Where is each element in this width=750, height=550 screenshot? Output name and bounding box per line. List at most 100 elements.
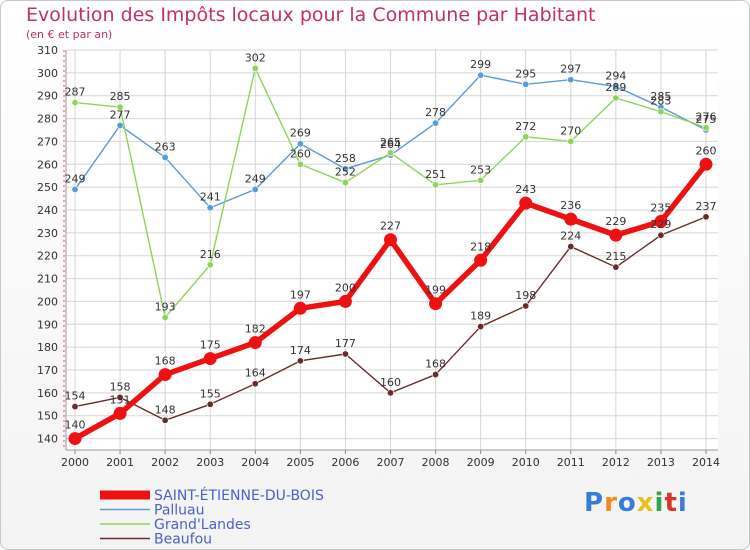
legend-label: Grand'Landes (154, 517, 251, 533)
point-saint-tienne-du-bois (113, 406, 127, 420)
data-label-grand-landes: 193 (155, 300, 176, 313)
data-label-grand-landes: 289 (605, 81, 626, 94)
point-saint-tienne-du-bois (564, 212, 578, 226)
point-beaufou (71, 403, 79, 411)
data-label-palluau: 294 (605, 70, 626, 83)
data-label-palluau: 264 (380, 138, 401, 151)
chart-subtitle: (en € et par an) (26, 28, 113, 41)
plot-area (66, 50, 718, 450)
y-tick-label: 160 (37, 387, 58, 400)
data-label-saint-tienne-du-bois: 218 (470, 240, 491, 253)
data-label-palluau: 295 (515, 67, 536, 80)
y-tick-label: 180 (37, 341, 58, 354)
logo-letter: i (677, 488, 688, 518)
point-saint-tienne-du-bois (384, 233, 397, 247)
point-saint-tienne-du-bois (429, 297, 443, 311)
point-grand-landes (477, 176, 485, 184)
point-beaufou (296, 357, 304, 365)
point-beaufou (386, 389, 394, 397)
point-grand-landes (251, 64, 259, 72)
data-label-beaufou: 158 (110, 380, 131, 393)
data-label-saint-tienne-du-bois: 182 (245, 323, 266, 336)
x-tick-label: 2005 (286, 456, 314, 469)
x-tick-label: 2000 (61, 456, 89, 469)
y-tick-label: 260 (37, 158, 58, 171)
data-label-saint-tienne-du-bois: 243 (515, 183, 536, 196)
point-saint-tienne-du-bois (248, 336, 262, 350)
point-palluau (296, 140, 304, 148)
point-beaufou (161, 416, 169, 424)
data-label-saint-tienne-du-bois: 168 (155, 355, 176, 368)
data-label-palluau: 269 (290, 127, 311, 140)
point-grand-landes (206, 261, 214, 269)
point-grand-landes (71, 99, 79, 107)
data-label-beaufou: 198 (515, 289, 536, 302)
point-beaufou (657, 231, 665, 239)
data-label-grand-landes: 270 (560, 124, 581, 137)
data-label-grand-landes: 253 (470, 163, 491, 176)
data-label-beaufou: 224 (560, 230, 581, 243)
point-saint-tienne-du-bois (519, 196, 533, 210)
data-label-beaufou: 155 (200, 387, 221, 400)
data-label-saint-tienne-du-bois: 197 (290, 288, 311, 301)
point-beaufou (341, 350, 349, 358)
point-saint-tienne-du-bois (654, 214, 668, 228)
y-tick-label: 220 (37, 250, 58, 263)
point-palluau (206, 204, 214, 212)
data-label-palluau: 241 (200, 191, 221, 204)
logo-letter: x (636, 488, 655, 518)
point-palluau (161, 153, 169, 161)
point-beaufou (206, 400, 214, 408)
data-label-palluau: 277 (110, 108, 131, 121)
data-label-palluau: 263 (155, 140, 176, 153)
logo-letter: i (654, 488, 665, 518)
point-beaufou (251, 380, 259, 388)
legend: SAINT-ÉTIENNE-DU-BOISPalluauGrand'Landes… (100, 487, 324, 548)
y-tick-label: 200 (37, 295, 58, 308)
point-saint-tienne-du-bois (699, 157, 713, 171)
point-saint-tienne-du-bois (158, 368, 172, 382)
data-label-saint-tienne-du-bois: 200 (335, 281, 356, 294)
data-label-grand-landes: 285 (110, 90, 131, 103)
point-beaufou (477, 323, 485, 331)
data-label-grand-landes: 260 (290, 147, 311, 160)
y-tick-label: 280 (37, 113, 58, 126)
data-label-grand-landes: 265 (380, 136, 401, 149)
y-tick-label: 250 (37, 181, 58, 194)
data-label-grand-landes: 283 (650, 95, 671, 108)
data-label-beaufou: 160 (380, 376, 401, 389)
data-label-beaufou: 177 (335, 337, 356, 350)
y-tick-label: 310 (37, 44, 58, 57)
data-label-palluau: 249 (65, 172, 86, 185)
data-label-saint-tienne-du-bois: 236 (560, 199, 581, 212)
point-saint-tienne-du-bois (68, 432, 82, 446)
point-grand-landes (161, 313, 169, 321)
y-tick-label: 190 (37, 318, 58, 331)
legend-label: Palluau (154, 503, 205, 519)
point-beaufou (116, 393, 124, 401)
x-tick-label: 2013 (647, 456, 675, 469)
point-beaufou (612, 263, 620, 271)
point-palluau (477, 71, 485, 79)
data-label-grand-landes: 287 (65, 86, 86, 99)
x-tick-label: 2003 (196, 456, 224, 469)
point-palluau (432, 119, 440, 127)
point-palluau (522, 80, 530, 88)
x-tick-label: 2008 (422, 456, 450, 469)
data-label-beaufou: 215 (605, 250, 626, 263)
grid (66, 49, 718, 450)
x-tick-label: 2001 (106, 456, 134, 469)
data-label-saint-tienne-du-bois: 140 (65, 419, 86, 432)
data-label-palluau: 275 (696, 113, 717, 126)
point-grand-landes (296, 160, 304, 168)
logo-letter: o (617, 488, 637, 518)
point-saint-tienne-du-bois (203, 352, 217, 366)
data-label-saint-tienne-du-bois: 199 (425, 284, 446, 297)
logo-letter: t (664, 488, 678, 518)
logo-letter: P (584, 488, 605, 518)
y-tick-label: 270 (37, 135, 58, 148)
data-label-palluau: 258 (335, 152, 356, 165)
data-label-beaufou: 168 (425, 358, 446, 371)
point-grand-landes (386, 149, 394, 157)
